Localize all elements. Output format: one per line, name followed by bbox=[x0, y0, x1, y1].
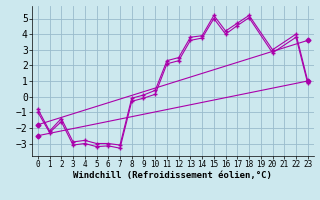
X-axis label: Windchill (Refroidissement éolien,°C): Windchill (Refroidissement éolien,°C) bbox=[73, 171, 272, 180]
